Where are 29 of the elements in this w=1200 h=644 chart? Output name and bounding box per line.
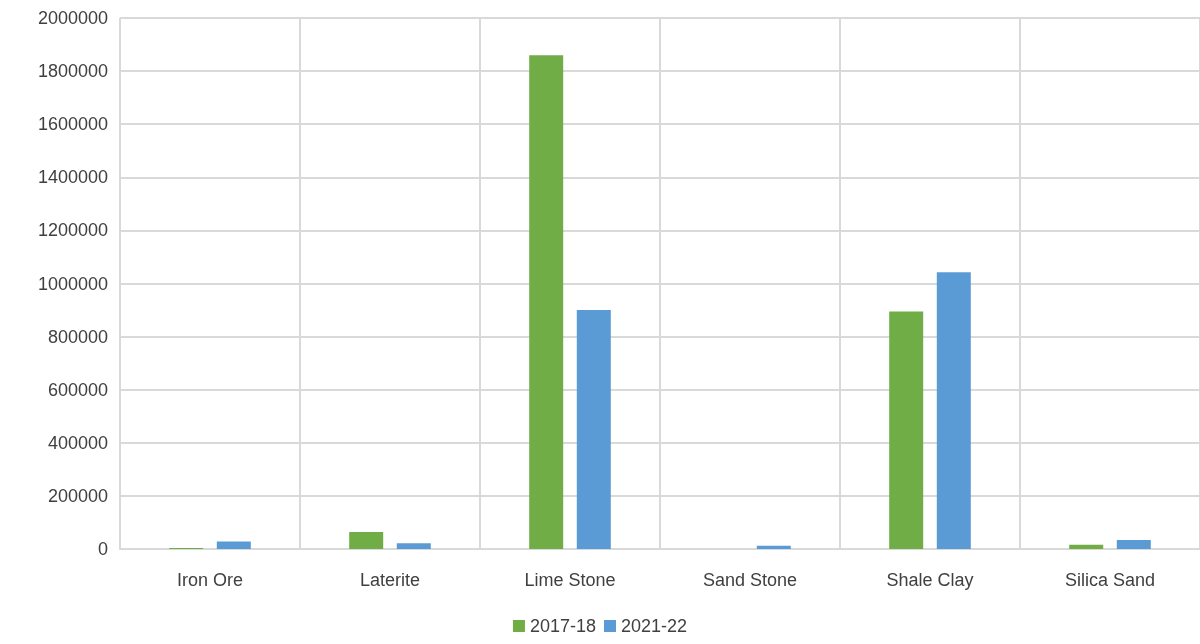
bar [349, 532, 384, 549]
y-tick-label: 1400000 [37, 167, 108, 188]
bar [756, 545, 791, 549]
bar [216, 541, 251, 549]
bar [936, 272, 971, 549]
bar [1116, 539, 1151, 549]
y-tick-label: 0 [97, 539, 108, 559]
y-tick-label: 800000 [47, 326, 108, 347]
x-tick-label: Silica Sand [1064, 570, 1156, 590]
bar [1069, 544, 1104, 549]
x-tick-label: Iron Ore [176, 570, 244, 590]
legend-label: 2021-22 [621, 616, 688, 636]
y-tick-label: 400000 [47, 432, 108, 453]
y-tick-label: 1600000 [37, 114, 108, 135]
bar [529, 55, 564, 549]
y-tick-label: 200000 [47, 485, 108, 506]
bar [889, 311, 924, 549]
y-tick-label: 1000000 [37, 273, 108, 294]
x-tick-label: Sand Stone [702, 570, 798, 590]
x-tick-label: Shale Clay [886, 570, 974, 590]
y-tick-label: 2000000 [37, 8, 108, 28]
bar [396, 543, 431, 549]
x-tick-label: Lime Stone [524, 570, 616, 590]
bar [576, 310, 611, 549]
y-tick-label: 1200000 [37, 220, 108, 241]
y-tick-label: 600000 [47, 379, 108, 400]
x-tick-label: Laterite [359, 570, 421, 590]
legend-label: 2017-18 [529, 616, 596, 636]
y-tick-label: 1800000 [37, 61, 108, 82]
